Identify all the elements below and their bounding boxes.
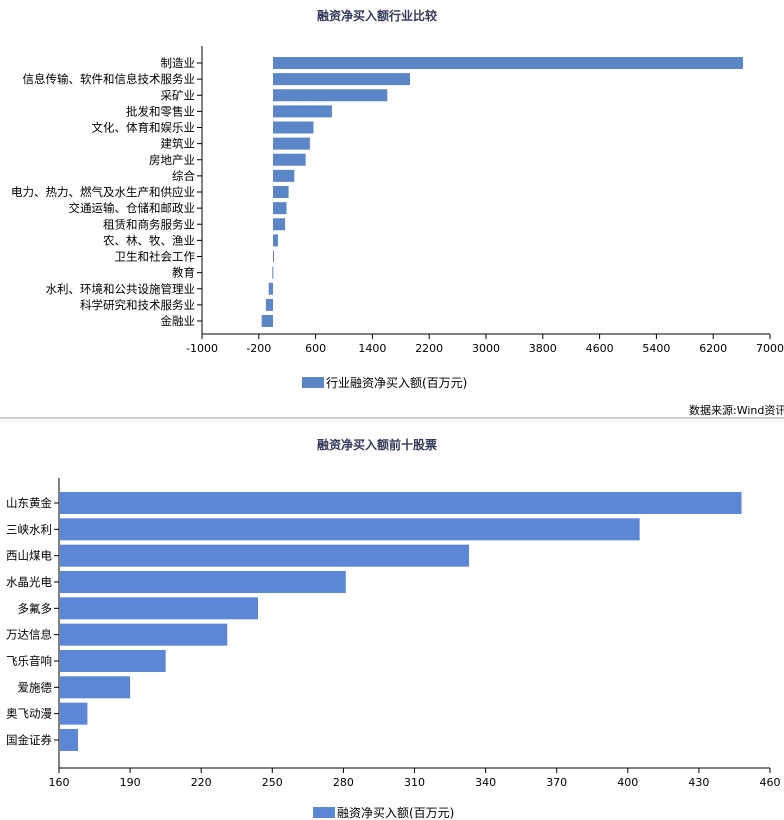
industry-bar xyxy=(273,169,295,182)
industry-category-label: 水利、环境和公共设施管理业 xyxy=(46,282,196,296)
stock-x-tick-label: 400 xyxy=(617,776,638,789)
industry-x-tick-label: 5400 xyxy=(642,342,670,355)
stock-category-label: 山东黄金 xyxy=(6,496,52,510)
stock-x-tick-label: 310 xyxy=(404,776,425,789)
industry-x-tick-label: 600 xyxy=(305,342,326,355)
industry-category-label: 金融业 xyxy=(161,314,196,328)
industry-bars xyxy=(261,57,744,327)
industry-category-label: 电力、热力、燃气及水生产和供应业 xyxy=(11,185,195,199)
industry-legend: 行业融资净买入额(百万元) xyxy=(302,376,467,390)
stocks-legend-swatch xyxy=(313,807,335,818)
stocks-chart: 融资净买入额前十股票 160 190 220 250 280 310 340 370 400 43… xyxy=(6,437,781,820)
industry-bar xyxy=(273,218,286,231)
industry-bar xyxy=(265,298,273,311)
stock-x-tick-label: 280 xyxy=(333,776,354,789)
stock-bar xyxy=(60,649,166,672)
stock-bar xyxy=(60,728,78,751)
industry-bar xyxy=(273,57,744,69)
industry-category-label: 房地产业 xyxy=(149,153,195,167)
stock-category-label: 奥飞动漫 xyxy=(6,707,52,721)
stock-category-label: 水晶光电 xyxy=(6,575,52,589)
stock-x-tick-label: 370 xyxy=(546,776,567,789)
stock-x-tick-label: 250 xyxy=(262,776,283,789)
industry-x-tick-label: 4600 xyxy=(586,342,614,355)
stocks-chart-title: 融资净买入额前十股票 xyxy=(317,437,437,452)
industry-bar xyxy=(268,282,273,295)
industry-category-label: 建筑业 xyxy=(161,137,196,151)
industry-bar xyxy=(273,186,289,198)
industry-category-label: 信息传输、软件和信息技术服务业 xyxy=(23,72,196,86)
industry-x-tick-label: 3800 xyxy=(529,342,557,355)
industry-bar xyxy=(273,250,274,263)
stock-bar xyxy=(60,518,640,541)
industry-legend-label: 行业融资净买入额(百万元) xyxy=(326,376,467,390)
stock-category-label: 国金证券 xyxy=(6,733,52,747)
stock-bar xyxy=(60,597,259,620)
industry-x-tick-label: 3000 xyxy=(472,342,500,355)
industry-x-tick-label: 2200 xyxy=(415,342,443,355)
industry-bar xyxy=(273,137,310,150)
stock-category-label: 西山煤电 xyxy=(6,549,52,563)
stock-category-label: 爱施德 xyxy=(18,680,53,694)
industry-bar xyxy=(261,315,273,327)
industry-chart: 融资净买入额行业比较 -1000 -200 600 1400 2200 3000 3800 4… xyxy=(11,8,784,390)
stock-x-tick-label: 220 xyxy=(191,776,212,789)
industry-x-tick-label: 6200 xyxy=(699,342,727,355)
industry-bar xyxy=(272,266,274,279)
industry-category-label: 农、林、牧、渔业 xyxy=(103,233,195,247)
industry-axes: -1000 -200 600 1400 2200 3000 3800 4600 5400 6200… xyxy=(11,46,784,355)
industry-legend-swatch xyxy=(302,377,324,388)
stock-category-label: 多氟多 xyxy=(18,601,53,615)
stocks-legend: 融资净买入额(百万元) xyxy=(313,806,454,820)
industry-bar xyxy=(273,105,332,118)
industry-bar xyxy=(273,121,314,134)
stock-bar xyxy=(60,544,470,567)
stock-bar xyxy=(60,623,228,646)
stock-category-label: 三峡水利 xyxy=(6,522,52,536)
industry-x-tick-label: 1400 xyxy=(358,342,386,355)
industry-category-label: 科学研究和技术服务业 xyxy=(80,298,195,312)
industry-bar xyxy=(273,202,287,215)
stock-category-label: 万达信息 xyxy=(6,628,52,642)
industry-category-label: 综合 xyxy=(172,169,195,183)
industry-category-label: 交通运输、仓储和邮政业 xyxy=(69,201,196,215)
stock-bar xyxy=(60,676,131,699)
industry-x-tick-label: -200 xyxy=(246,342,271,355)
industry-category-label: 卫生和社会工作 xyxy=(115,250,196,264)
industry-bar xyxy=(273,153,306,166)
stock-category-label: 飞乐音响 xyxy=(6,654,52,668)
industry-category-label: 租赁和商务服务业 xyxy=(103,217,195,231)
stock-x-tick-label: 430 xyxy=(688,776,709,789)
source-note: 数据来源:Wind资讯 xyxy=(689,403,784,417)
stocks-axes: 160 190 220 250 280 310 340 370 400 430 460 山东黄金三峡水… xyxy=(6,478,781,789)
industry-category-label: 文化、体育和娱乐业 xyxy=(92,121,196,135)
industry-x-tick-label: -1000 xyxy=(186,342,218,355)
stock-bar xyxy=(60,492,742,514)
stock-x-tick-label: 190 xyxy=(120,776,141,789)
industry-category-label: 制造业 xyxy=(161,56,196,70)
stocks-legend-label: 融资净买入额(百万元) xyxy=(337,806,454,820)
industry-bar xyxy=(273,73,411,86)
stock-bar xyxy=(60,570,346,593)
stock-x-tick-label: 160 xyxy=(49,776,70,789)
industry-category-label: 采矿业 xyxy=(161,88,196,102)
industry-category-label: 教育 xyxy=(172,266,195,280)
industry-bar xyxy=(273,89,388,102)
stocks-bars xyxy=(60,492,742,751)
stock-x-tick-label: 340 xyxy=(475,776,496,789)
industry-x-tick-label: 7000 xyxy=(756,342,784,355)
stock-bar xyxy=(60,702,88,725)
stock-x-tick-label: 460 xyxy=(760,776,781,789)
industry-bar xyxy=(273,234,278,247)
industry-category-label: 批发和零售业 xyxy=(126,104,195,118)
industry-chart-title: 融资净买入额行业比较 xyxy=(317,8,437,23)
